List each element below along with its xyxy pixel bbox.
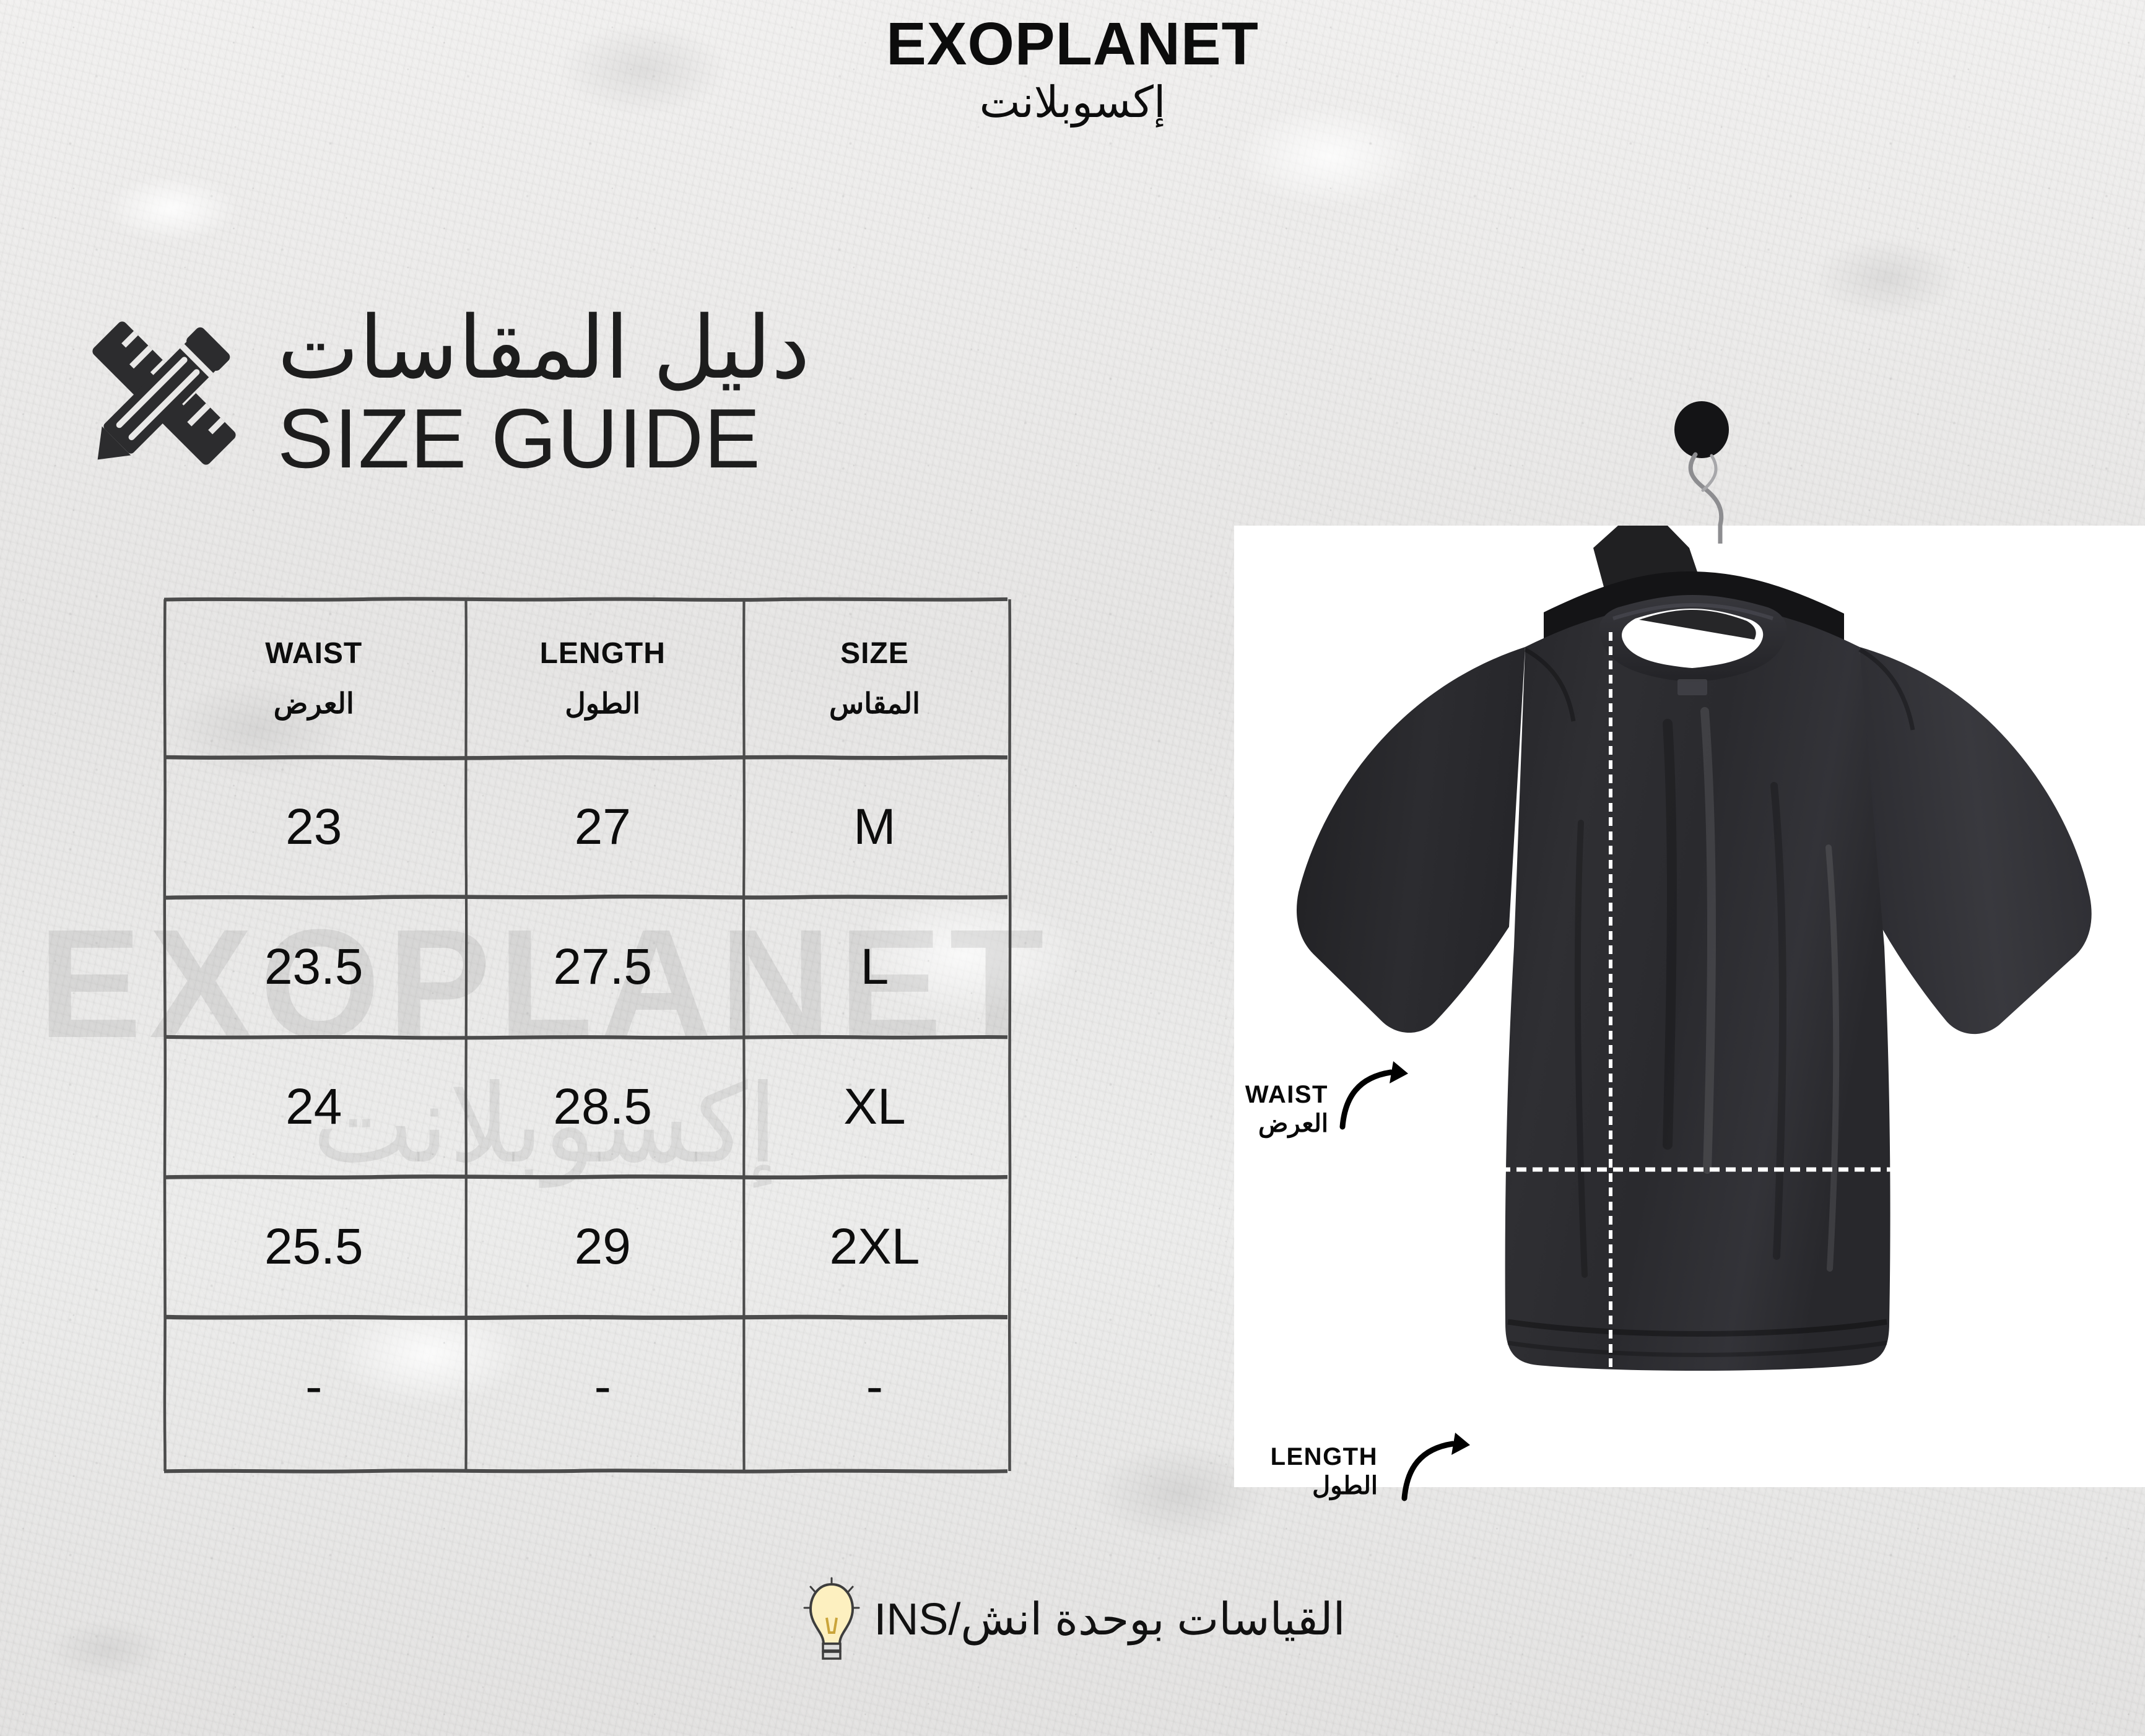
- table-header-length: LENGTH الطول: [464, 599, 742, 757]
- cell-length: 27: [464, 757, 742, 897]
- cell-waist: 24: [164, 1037, 464, 1177]
- length-arrow-icon: [1393, 1424, 1480, 1511]
- header-length-ar: الطول: [565, 687, 641, 719]
- cell-length: -: [464, 1317, 742, 1457]
- tshirt-image: [1297, 526, 2143, 1379]
- cell-value: 28.5: [553, 1078, 653, 1135]
- hanger-hook-icon: [1660, 401, 1771, 546]
- cell-size: XL: [742, 1037, 1007, 1177]
- footer-note-text: القياسات بوحدة انش/INS: [874, 1595, 1346, 1644]
- waist-label-ar: العرض: [1258, 1110, 1328, 1138]
- cell-value: 24: [285, 1078, 342, 1135]
- cell-waist: 25.5: [164, 1177, 464, 1317]
- table-header-row: WAIST العرض LENGTH الطول SIZE المقاس: [164, 599, 1007, 757]
- cell-value: 23: [285, 799, 342, 855]
- cell-length: 28.5: [464, 1037, 742, 1177]
- cell-size: M: [742, 757, 1007, 897]
- table-row: 23 27 M: [164, 757, 1007, 897]
- table-header-waist: WAIST العرض: [164, 599, 464, 757]
- cell-value: 25.5: [264, 1218, 363, 1275]
- cell-size: L: [742, 897, 1007, 1037]
- page-title-ar: دليل المقاسات: [277, 298, 810, 396]
- cell-length: 27.5: [464, 897, 742, 1037]
- page-title-en: SIZE GUIDE: [277, 391, 761, 486]
- brand-name-ar: إكسوبلانت: [979, 77, 1166, 126]
- header-size-ar: المقاس: [829, 687, 920, 719]
- brand-name-en: EXOPLANET: [886, 10, 1259, 77]
- cell-value: XL: [843, 1078, 906, 1135]
- cell-value: -: [305, 1358, 323, 1415]
- ruler-pencil-icon: [62, 291, 266, 495]
- length-label-en: LENGTH: [1270, 1443, 1378, 1470]
- brand-header: EXOPLANET إكسوبلانت: [0, 12, 2145, 129]
- table-row: 23.5 27.5 L: [164, 897, 1007, 1037]
- cell-value: 29: [574, 1218, 631, 1275]
- length-measure-label: LENGTH الطول: [1214, 1443, 1378, 1501]
- size-table: WAIST العرض LENGTH الطول SIZE المقاس 23 …: [163, 597, 1012, 1473]
- table-row: - - -: [164, 1317, 1007, 1457]
- table-row: 25.5 29 2XL: [164, 1177, 1007, 1317]
- cell-size: 2XL: [742, 1177, 1007, 1317]
- cell-value: 2XL: [829, 1218, 920, 1275]
- table-header-size: SIZE المقاس: [742, 599, 1007, 757]
- cell-value: 27.5: [553, 939, 653, 995]
- page-title-block: دليل المقاسات SIZE GUIDE: [62, 285, 1152, 495]
- header-waist-en: WAIST: [265, 637, 363, 670]
- header-length-en: LENGTH: [539, 637, 666, 670]
- lightbulb-icon: [799, 1576, 864, 1662]
- footer-note: القياسات بوحدة انش/INS: [0, 1576, 2145, 1662]
- cell-value: -: [594, 1358, 611, 1415]
- waist-label-en: WAIST: [1245, 1081, 1328, 1108]
- cell-value: 27: [574, 799, 631, 855]
- cell-value: M: [853, 799, 896, 855]
- cell-value: -: [866, 1358, 884, 1415]
- waist-arrow-icon: [1331, 1052, 1418, 1139]
- header-size-en: SIZE: [840, 637, 909, 670]
- cell-size: -: [742, 1317, 1007, 1457]
- cell-value: 23.5: [264, 939, 363, 995]
- header-waist-ar: العرض: [273, 687, 354, 719]
- cell-waist: 23.5: [164, 897, 464, 1037]
- cell-value: L: [860, 939, 889, 995]
- length-label-ar: الطول: [1312, 1472, 1378, 1500]
- cell-waist: -: [164, 1317, 464, 1457]
- waist-measure-label: WAIST العرض: [1164, 1080, 1328, 1139]
- table-row: 24 28.5 XL: [164, 1037, 1007, 1177]
- cell-length: 29: [464, 1177, 742, 1317]
- cell-waist: 23: [164, 757, 464, 897]
